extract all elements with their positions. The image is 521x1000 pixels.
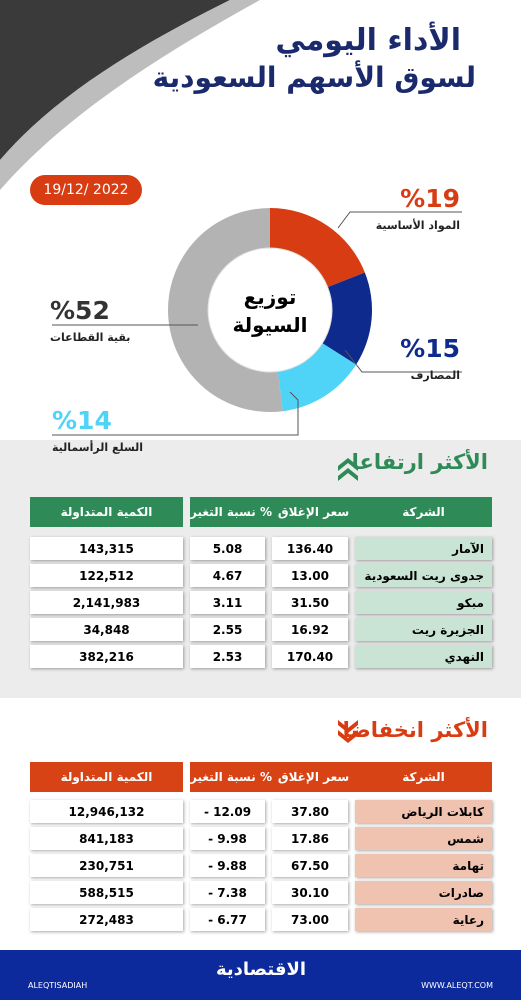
- company-cell: شمس: [355, 827, 492, 850]
- section-title: الأكثر ارتفاعا: [351, 450, 488, 474]
- company-cell: صادرات: [355, 881, 492, 904]
- donut-slice: [168, 208, 283, 412]
- company-cell: الجزيرة ريت: [355, 618, 492, 641]
- table-cell: 272,483: [30, 908, 183, 931]
- table-cell: - 7.38: [190, 881, 265, 904]
- table-cell: 31.50: [272, 591, 348, 614]
- table-cell: 3.11: [190, 591, 265, 614]
- table-cell: - 12.09: [190, 800, 265, 823]
- chart-title: توزيع السيولة: [232, 285, 308, 337]
- company-cell: جدوى ريت السعودية: [355, 564, 492, 587]
- table-header: الكمية المتداولة: [30, 497, 183, 527]
- up-icon: [338, 458, 358, 481]
- donut-slice: [277, 343, 357, 412]
- pie-category-label: السلع الرأسمالية: [52, 441, 144, 454]
- date: 19/12/ 2022: [43, 182, 129, 198]
- table-header: سعر الإغلاق: [272, 497, 355, 527]
- table-header: الشركة: [355, 497, 492, 527]
- table-cell: 2,141,983: [30, 591, 183, 614]
- leader-line: [337, 211, 462, 229]
- table-cell: - 6.77: [190, 908, 265, 931]
- table-cell: 122,512: [30, 564, 183, 587]
- table-cell: 16.92: [272, 618, 348, 641]
- company-cell: رعاية: [355, 908, 492, 931]
- company-cell: مبكو: [355, 591, 492, 614]
- table-cell: 2.55: [190, 618, 265, 641]
- table-cell: 5.08: [190, 537, 265, 560]
- table-cell: 4.67: [190, 564, 265, 587]
- date-pill: [30, 175, 142, 205]
- footer-bg: [0, 950, 521, 1000]
- pie-value-label: %52: [50, 296, 110, 325]
- donut-hole: [207, 247, 333, 373]
- table-cell: 73.00: [272, 908, 348, 931]
- company-cell: الآمار: [355, 537, 492, 560]
- table-cell: 230,751: [30, 854, 183, 877]
- social-handle: ALEQTISADIAH: [28, 981, 88, 990]
- table-cell: 136.40: [272, 537, 348, 560]
- company-cell: تهامة: [355, 854, 492, 877]
- table-cell: 382,216: [30, 645, 183, 668]
- section-title: الأكثر انخفاضا: [342, 718, 488, 742]
- top-swoosh: [0, 0, 230, 160]
- table-cell: 841,183: [30, 827, 183, 850]
- donut-chart: [52, 208, 462, 436]
- table-header: الشركة: [355, 762, 492, 792]
- table-cell: 37.80: [272, 800, 348, 823]
- table-cell: 67.50: [272, 854, 348, 877]
- pie-value-label: %19: [400, 184, 460, 213]
- table-cell: 588,515: [30, 881, 183, 904]
- table-cell: 13.00: [272, 564, 348, 587]
- down-icon: [338, 720, 358, 743]
- title: الأداء اليومي: [275, 23, 461, 58]
- table-cell: - 9.88: [190, 854, 265, 877]
- donut-slice: [322, 272, 372, 365]
- pie-category-label: بقية القطاعات: [50, 331, 131, 344]
- table-header: سعر الإغلاق: [272, 762, 355, 792]
- pie-value-label: %14: [52, 406, 112, 435]
- company-cell: النهدي: [355, 645, 492, 668]
- table-cell: 2.53: [190, 645, 265, 668]
- table-cell: 17.86: [272, 827, 348, 850]
- table-header: نسبة التغير %: [190, 762, 272, 792]
- pie-value-label: %15: [400, 334, 460, 363]
- leader-line: [52, 391, 299, 436]
- title: لسوق الأسهم السعودية: [152, 61, 476, 94]
- website: WWW.ALEQT.COM: [421, 981, 493, 990]
- brand: الاقتصادية: [215, 959, 307, 980]
- table-header: نسبة التغير %: [190, 497, 272, 527]
- table-cell: 143,315: [30, 537, 183, 560]
- donut-slice: [270, 208, 365, 288]
- table-cell: 34,848: [30, 618, 183, 641]
- table-cell: 12,946,132: [30, 800, 183, 823]
- table-header: الكمية المتداولة: [30, 762, 183, 792]
- pie-category-label: المواد الأساسية: [375, 219, 460, 232]
- table-cell: 170.40: [272, 645, 348, 668]
- leader-line: [344, 349, 462, 373]
- table-cell: 30.10: [272, 881, 348, 904]
- pie-category-label: المصارف: [410, 369, 460, 382]
- table-cell: - 9.98: [190, 827, 265, 850]
- company-cell: كابلات الرياض: [355, 800, 492, 823]
